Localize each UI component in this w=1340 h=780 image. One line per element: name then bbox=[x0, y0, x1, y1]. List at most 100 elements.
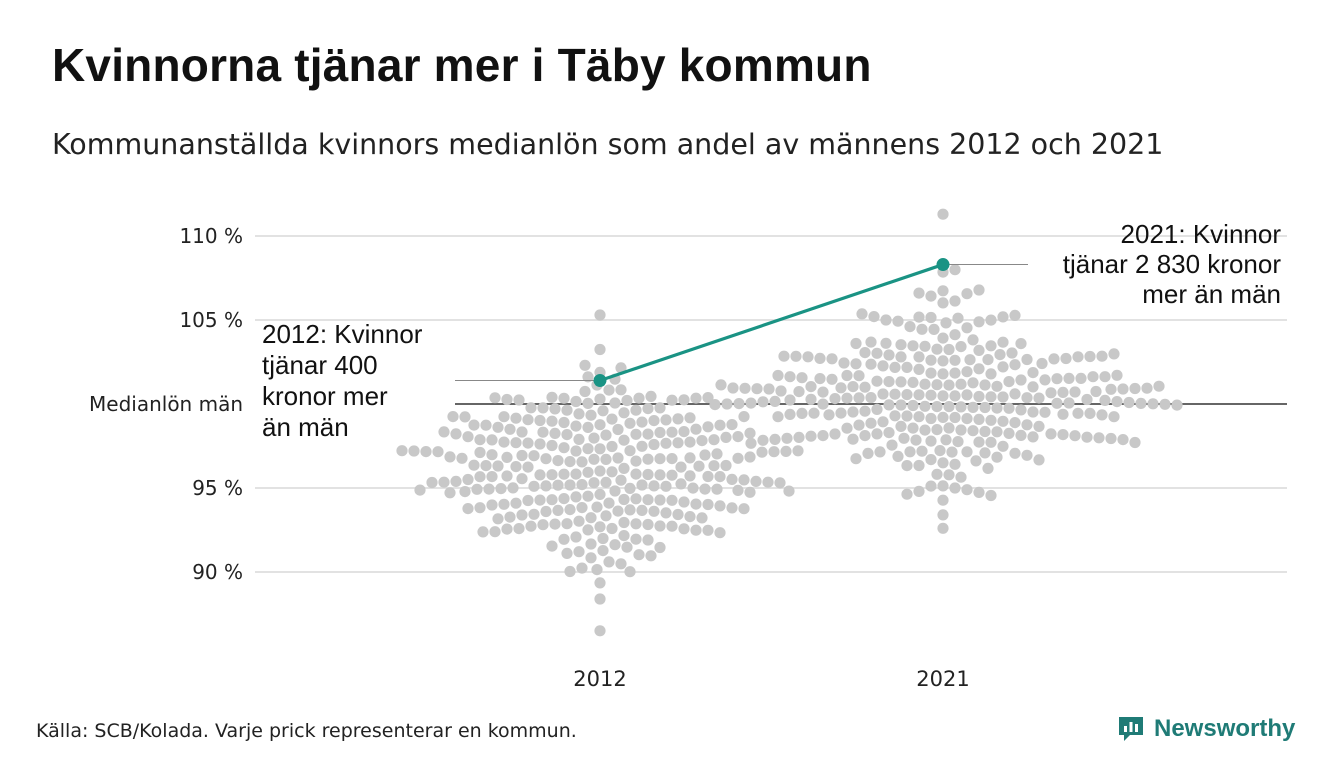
swarm-dot-2021 bbox=[994, 349, 1006, 361]
swarm-dot-2021 bbox=[1033, 392, 1045, 404]
swarm-dot-2021 bbox=[967, 401, 979, 413]
swarm-dot-2021 bbox=[1036, 357, 1048, 370]
swarm-dot-2021 bbox=[1063, 397, 1075, 409]
swarm-dot-2012 bbox=[492, 421, 504, 433]
swarm-dot-2012 bbox=[594, 343, 606, 356]
swarm-dot-2012 bbox=[594, 309, 606, 321]
swarm-dot-2012 bbox=[678, 523, 690, 535]
highlight-layer bbox=[455, 258, 1028, 387]
swarm-dot-2021 bbox=[916, 323, 928, 335]
swarm-dot-2012 bbox=[492, 460, 504, 472]
swarm-dot-2021 bbox=[997, 336, 1009, 348]
swarm-dot-2021 bbox=[937, 355, 949, 367]
swarm-dot-2021 bbox=[961, 288, 973, 300]
swarm-dot-2021 bbox=[850, 337, 862, 350]
swarm-dot-2021 bbox=[949, 458, 961, 470]
swarm-dot-2012 bbox=[699, 449, 711, 461]
swarm-dot-2021 bbox=[823, 409, 835, 421]
swarm-dot-2012 bbox=[468, 459, 480, 471]
swarm-dot-2021 bbox=[949, 367, 961, 379]
swarm-dot-2021 bbox=[898, 432, 910, 444]
swarm-dot-2021 bbox=[1111, 369, 1123, 381]
swarm-dot-2021 bbox=[991, 402, 1003, 414]
swarm-dot-2021 bbox=[949, 354, 961, 366]
swarm-dot-2012 bbox=[744, 451, 756, 463]
swarm-dot-2012 bbox=[687, 482, 699, 494]
swarm-dot-2021 bbox=[877, 360, 889, 372]
swarm-dot-2021 bbox=[955, 401, 967, 413]
swarm-dot-2021 bbox=[949, 264, 961, 276]
swarm-dot-2021 bbox=[1129, 436, 1141, 449]
swarm-dot-2012 bbox=[783, 485, 795, 497]
swarm-dot-2012 bbox=[642, 453, 654, 465]
swarm-dot-2021 bbox=[817, 386, 829, 398]
swarm-dot-2021 bbox=[1171, 399, 1183, 411]
swarm-dot-2012 bbox=[621, 394, 633, 407]
swarm-dot-2012 bbox=[600, 476, 612, 488]
swarm-dot-2012 bbox=[594, 521, 606, 533]
swarm-dot-2012 bbox=[570, 395, 582, 408]
swarm-dot-2012 bbox=[546, 391, 558, 403]
swarm-dot-2012 bbox=[702, 392, 714, 404]
swarm-dot-2012 bbox=[432, 446, 444, 458]
swarm-dot-2021 bbox=[859, 347, 871, 359]
swarm-dot-2012 bbox=[600, 510, 612, 522]
swarm-dot-2021 bbox=[796, 372, 808, 384]
swarm-dot-2021 bbox=[805, 381, 817, 393]
swarm-dot-2012 bbox=[558, 392, 570, 404]
swarm-dot-2012 bbox=[564, 504, 576, 516]
swarm-dot-2012 bbox=[684, 470, 696, 482]
swarm-dot-2012 bbox=[522, 437, 534, 449]
swarm-dot-2021 bbox=[961, 413, 973, 425]
swarm-dot-2012 bbox=[684, 412, 696, 424]
swarm-dot-2012 bbox=[633, 392, 645, 404]
swarm-dot-2012 bbox=[561, 518, 573, 530]
chart-title: Kvinnorna tjänar mer i Täby kommun bbox=[52, 39, 872, 91]
swarm-dot-2012 bbox=[579, 359, 591, 371]
swarm-dot-2012 bbox=[537, 426, 549, 438]
swarm-dot-2021 bbox=[904, 446, 916, 458]
swarm-dot-2021 bbox=[997, 415, 1009, 427]
swarm-dot-2021 bbox=[805, 393, 817, 405]
swarm-dot-2021 bbox=[955, 471, 967, 483]
swarm-dot-2021 bbox=[1003, 402, 1015, 414]
swarm-dot-2021 bbox=[865, 392, 877, 404]
swarm-dot-2012 bbox=[438, 476, 450, 488]
swarm-dot-2021 bbox=[784, 408, 796, 420]
swarm-dot-2021 bbox=[943, 343, 955, 356]
swarm-dot-2012 bbox=[618, 407, 630, 419]
swarm-dot-2012 bbox=[750, 475, 762, 487]
swarm-dot-2021 bbox=[937, 494, 949, 506]
swarm-dot-2021 bbox=[1033, 454, 1045, 466]
swarm-dot-2012 bbox=[699, 483, 711, 495]
swarm-dot-2012 bbox=[396, 445, 408, 457]
swarm-dot-2012 bbox=[474, 471, 486, 483]
swarm-dot-2021 bbox=[757, 396, 769, 408]
swarm-dot-2012 bbox=[570, 531, 582, 543]
swarm-dot-2021 bbox=[871, 375, 883, 387]
swarm-dot-2012 bbox=[579, 385, 591, 398]
swarm-dot-2012 bbox=[486, 449, 498, 461]
swarm-dot-2012 bbox=[540, 453, 552, 465]
swarm-dot-2021 bbox=[862, 447, 874, 459]
swarm-dot-2012 bbox=[720, 459, 732, 472]
swarm-dot-2021 bbox=[889, 410, 901, 422]
swarm-dot-2012 bbox=[792, 445, 804, 457]
swarm-dot-2021 bbox=[985, 414, 997, 426]
swarm-dot-2012 bbox=[495, 483, 507, 495]
swarm-dot-2021 bbox=[841, 422, 853, 434]
y-tick-label: 105 % bbox=[179, 308, 243, 332]
swarm-dot-2021 bbox=[949, 411, 961, 424]
swarm-dot-2021 bbox=[871, 428, 883, 440]
swarm-dot-2012 bbox=[600, 429, 612, 441]
swarm-dot-2021 bbox=[859, 381, 871, 393]
swarm-dot-2021 bbox=[1105, 432, 1117, 445]
swarm-dot-2012 bbox=[480, 460, 492, 472]
swarm-dot-2012 bbox=[678, 496, 690, 508]
swarm-dot-2012 bbox=[582, 443, 594, 455]
swarm-dot-2021 bbox=[961, 484, 973, 496]
swarm-dot-2012 bbox=[546, 439, 558, 452]
swarm-dot-2012 bbox=[540, 505, 552, 518]
swarm-dot-2012 bbox=[546, 415, 558, 427]
swarm-dot-2012 bbox=[654, 494, 666, 506]
